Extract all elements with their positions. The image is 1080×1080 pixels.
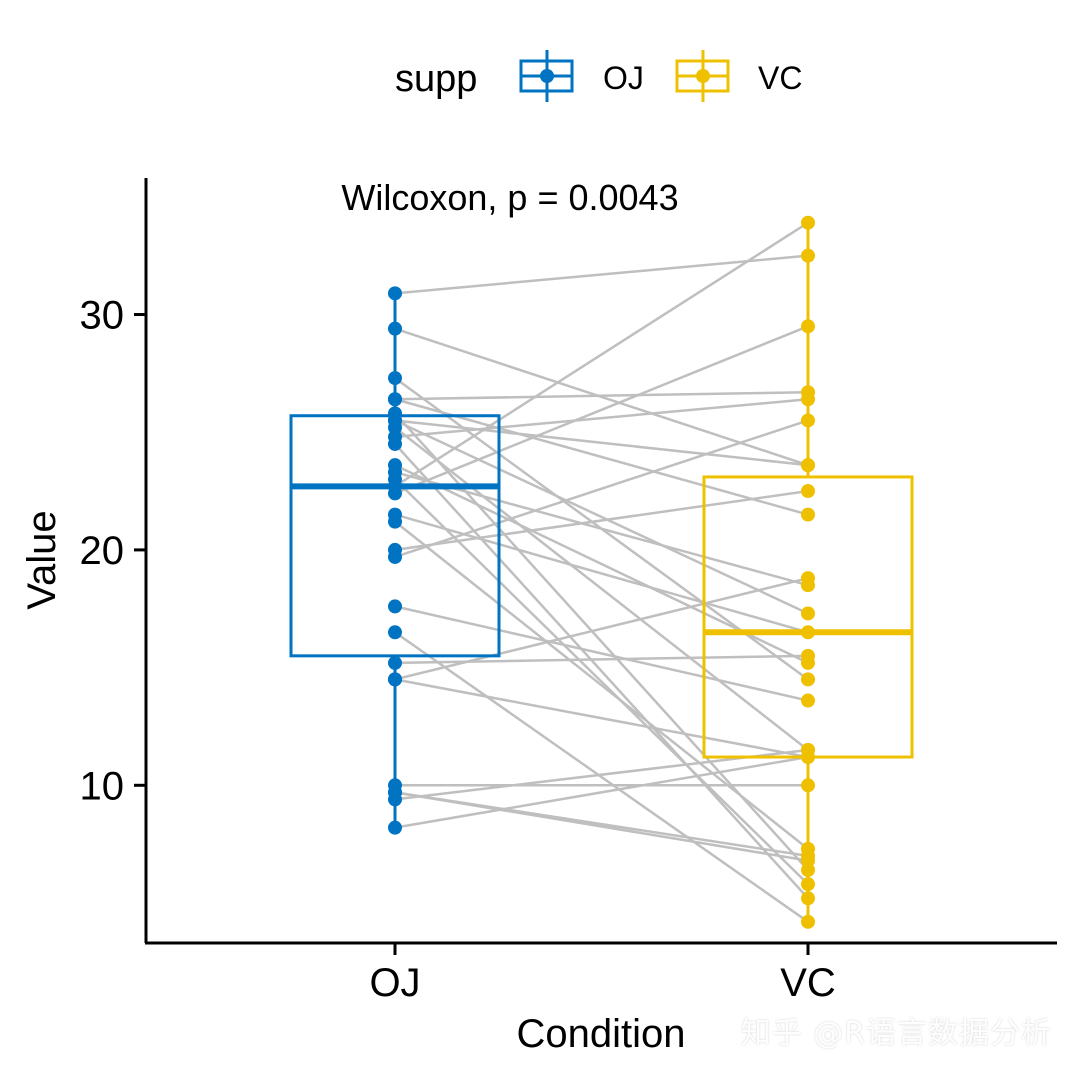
point-vc bbox=[801, 672, 815, 687]
y-tick-label: 20 bbox=[80, 529, 125, 573]
axes bbox=[144, 178, 1057, 945]
point-oj bbox=[388, 371, 402, 386]
pair-line bbox=[394, 605, 809, 702]
point-vc bbox=[801, 571, 815, 586]
legend-key-oj bbox=[519, 50, 574, 102]
point-vc bbox=[801, 413, 815, 428]
pair-line bbox=[394, 390, 809, 401]
point-vc bbox=[801, 458, 815, 473]
test-annotation: Wilcoxon, p = 0.0043 bbox=[341, 177, 678, 218]
point-oj bbox=[388, 655, 402, 670]
point-vc bbox=[801, 914, 815, 929]
point-oj bbox=[388, 820, 402, 835]
pair-line bbox=[394, 254, 809, 295]
y-ticks: 10 20 30 bbox=[80, 294, 146, 808]
pair-line bbox=[394, 398, 809, 516]
point-oj bbox=[388, 785, 402, 800]
point-oj bbox=[388, 286, 402, 301]
pair-line bbox=[394, 419, 809, 559]
pair-line bbox=[394, 489, 809, 552]
point-vc bbox=[801, 319, 815, 334]
point-vc bbox=[801, 778, 815, 793]
pair-line bbox=[394, 443, 809, 900]
pair-line bbox=[394, 398, 809, 439]
x-tick-label-vc: VC bbox=[780, 961, 836, 1005]
point-oj bbox=[388, 413, 402, 428]
pair-lines bbox=[394, 221, 809, 923]
pair-line bbox=[394, 478, 809, 886]
point-vc bbox=[801, 693, 815, 708]
legend-key-vc bbox=[675, 50, 730, 102]
pair-line bbox=[394, 419, 809, 467]
x-tick-label-oj: OJ bbox=[369, 961, 420, 1005]
pair-line bbox=[394, 221, 809, 488]
pair-line bbox=[394, 513, 809, 634]
point-vc bbox=[801, 606, 815, 621]
legend-label-oj: OJ bbox=[603, 60, 644, 96]
point-oj bbox=[388, 672, 402, 687]
point-oj bbox=[388, 514, 402, 529]
point-oj bbox=[388, 486, 402, 501]
y-tick-label: 30 bbox=[80, 294, 125, 338]
point-vc bbox=[801, 215, 815, 230]
point-oj bbox=[388, 392, 402, 407]
point-vc bbox=[801, 484, 815, 499]
pair-line bbox=[394, 419, 809, 615]
point-vc bbox=[801, 891, 815, 906]
point-oj bbox=[388, 625, 402, 640]
point-vc bbox=[801, 507, 815, 522]
point-vc bbox=[801, 248, 815, 263]
boxes bbox=[289, 414, 914, 759]
pair-line bbox=[394, 471, 809, 587]
pair-line bbox=[394, 755, 809, 829]
point-vc bbox=[801, 392, 815, 407]
y-tick-label: 10 bbox=[80, 764, 125, 808]
pair-line bbox=[394, 678, 809, 759]
point-vc bbox=[801, 848, 815, 863]
legend: supp OJ VC bbox=[395, 50, 802, 102]
pair-line bbox=[394, 426, 809, 751]
pair-line bbox=[394, 520, 809, 850]
pair-line bbox=[394, 576, 809, 681]
pair-line bbox=[394, 791, 809, 858]
watermark: 知乎 @R语言数据分析 bbox=[740, 1016, 1052, 1051]
point-vc bbox=[801, 750, 815, 765]
points bbox=[388, 215, 815, 929]
x-ticks: OJ VC bbox=[369, 943, 836, 1005]
pair-line bbox=[394, 631, 809, 923]
point-vc bbox=[801, 648, 815, 663]
point-vc bbox=[801, 625, 815, 640]
point-oj bbox=[388, 321, 402, 336]
x-axis-title: Condition bbox=[516, 1012, 685, 1056]
y-axis-title: Value bbox=[20, 510, 64, 609]
pair-line bbox=[394, 325, 809, 495]
point-oj bbox=[388, 436, 402, 451]
point-oj bbox=[388, 549, 402, 564]
legend-label-vc: VC bbox=[758, 60, 802, 96]
legend-title: supp bbox=[395, 58, 477, 100]
point-oj bbox=[388, 599, 402, 614]
point-vc bbox=[801, 877, 815, 892]
